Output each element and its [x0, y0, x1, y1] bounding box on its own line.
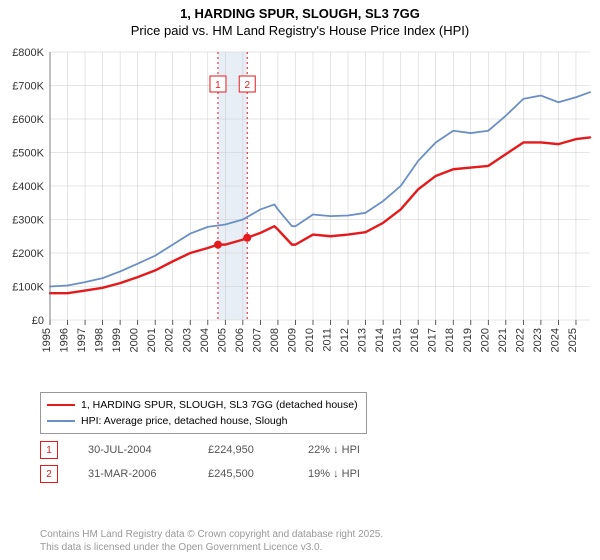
svg-text:£100K: £100K — [12, 282, 44, 294]
svg-text:2019: 2019 — [462, 328, 474, 352]
sale-badge: 1 — [40, 441, 58, 459]
svg-text:2017: 2017 — [427, 328, 439, 352]
svg-text:£500K: £500K — [12, 148, 44, 160]
svg-text:£0: £0 — [32, 315, 44, 327]
svg-text:2009: 2009 — [286, 328, 298, 352]
svg-text:1997: 1997 — [76, 328, 88, 352]
legend: 1, HARDING SPUR, SLOUGH, SL3 7GG (detach… — [40, 392, 367, 434]
footer-line2: This data is licensed under the Open Gov… — [40, 541, 383, 554]
legend-item-hpi: HPI: Average price, detached house, Slou… — [47, 413, 358, 429]
svg-text:£700K: £700K — [12, 81, 44, 93]
title-block: 1, HARDING SPUR, SLOUGH, SL3 7GG Price p… — [0, 0, 600, 38]
svg-text:2014: 2014 — [374, 328, 386, 352]
svg-text:£800K: £800K — [12, 47, 44, 59]
svg-text:2013: 2013 — [357, 328, 369, 352]
sale-delta: 19% ↓ HPI — [308, 468, 408, 480]
svg-text:£300K: £300K — [12, 215, 44, 227]
sale-price: £245,500 — [208, 468, 308, 480]
svg-text:£200K: £200K — [12, 248, 44, 260]
footer: Contains HM Land Registry data © Crown c… — [40, 528, 383, 554]
sale-price: £224,950 — [208, 444, 308, 456]
sales-row: 2 31-MAR-2006 £245,500 19% ↓ HPI — [40, 462, 408, 486]
legend-swatch — [47, 404, 75, 406]
svg-text:2001: 2001 — [146, 328, 158, 352]
svg-text:1995: 1995 — [41, 328, 53, 352]
svg-text:1996: 1996 — [59, 328, 71, 352]
svg-text:2010: 2010 — [304, 328, 316, 352]
legend-label: 1, HARDING SPUR, SLOUGH, SL3 7GG (detach… — [81, 397, 358, 413]
sales-row: 1 30-JUL-2004 £224,950 22% ↓ HPI — [40, 438, 408, 462]
legend-label: HPI: Average price, detached house, Slou… — [81, 413, 287, 429]
svg-text:2005: 2005 — [216, 328, 228, 352]
svg-text:2025: 2025 — [567, 328, 579, 352]
sale-date: 31-MAR-2006 — [88, 468, 208, 480]
legend-swatch — [47, 420, 75, 422]
svg-text:2003: 2003 — [181, 328, 193, 352]
chart-svg: £0 £100K £200K £300K £400K £500K £600K £700K £80… — [0, 44, 600, 389]
svg-text:2015: 2015 — [392, 328, 404, 352]
svg-text:2006: 2006 — [234, 328, 246, 352]
sales-table: 1 30-JUL-2004 £224,950 22% ↓ HPI 2 31-MA… — [40, 438, 408, 486]
svg-text:2018: 2018 — [444, 328, 456, 352]
svg-text:2: 2 — [244, 80, 250, 91]
svg-text:2023: 2023 — [532, 328, 544, 352]
sale-badge: 2 — [40, 465, 58, 483]
svg-text:2007: 2007 — [251, 328, 263, 352]
svg-text:2016: 2016 — [409, 328, 421, 352]
svg-text:2011: 2011 — [322, 328, 334, 352]
svg-text:1: 1 — [215, 80, 221, 91]
svg-text:2002: 2002 — [164, 328, 176, 352]
legend-item-property: 1, HARDING SPUR, SLOUGH, SL3 7GG (detach… — [47, 397, 358, 413]
sale-date: 30-JUL-2004 — [88, 444, 208, 456]
title-address: 1, HARDING SPUR, SLOUGH, SL3 7GG — [0, 6, 600, 21]
title-subtitle: Price paid vs. HM Land Registry's House … — [0, 23, 600, 38]
chart-area: £0 £100K £200K £300K £400K £500K £600K £700K £80… — [0, 44, 600, 389]
svg-text:2004: 2004 — [199, 328, 211, 352]
svg-text:2024: 2024 — [549, 328, 561, 352]
svg-text:2012: 2012 — [339, 328, 351, 352]
chart-container: 1, HARDING SPUR, SLOUGH, SL3 7GG Price p… — [0, 0, 600, 560]
sale-delta: 22% ↓ HPI — [308, 444, 408, 456]
svg-text:2021: 2021 — [497, 328, 509, 352]
svg-text:1998: 1998 — [94, 328, 106, 352]
svg-text:£400K: £400K — [12, 181, 44, 193]
svg-text:£600K: £600K — [12, 114, 44, 126]
svg-text:2008: 2008 — [269, 328, 281, 352]
svg-text:2000: 2000 — [129, 328, 141, 352]
svg-text:1999: 1999 — [111, 328, 123, 352]
svg-text:2020: 2020 — [479, 328, 491, 352]
svg-text:2022: 2022 — [514, 328, 526, 352]
footer-line1: Contains HM Land Registry data © Crown c… — [40, 528, 383, 541]
